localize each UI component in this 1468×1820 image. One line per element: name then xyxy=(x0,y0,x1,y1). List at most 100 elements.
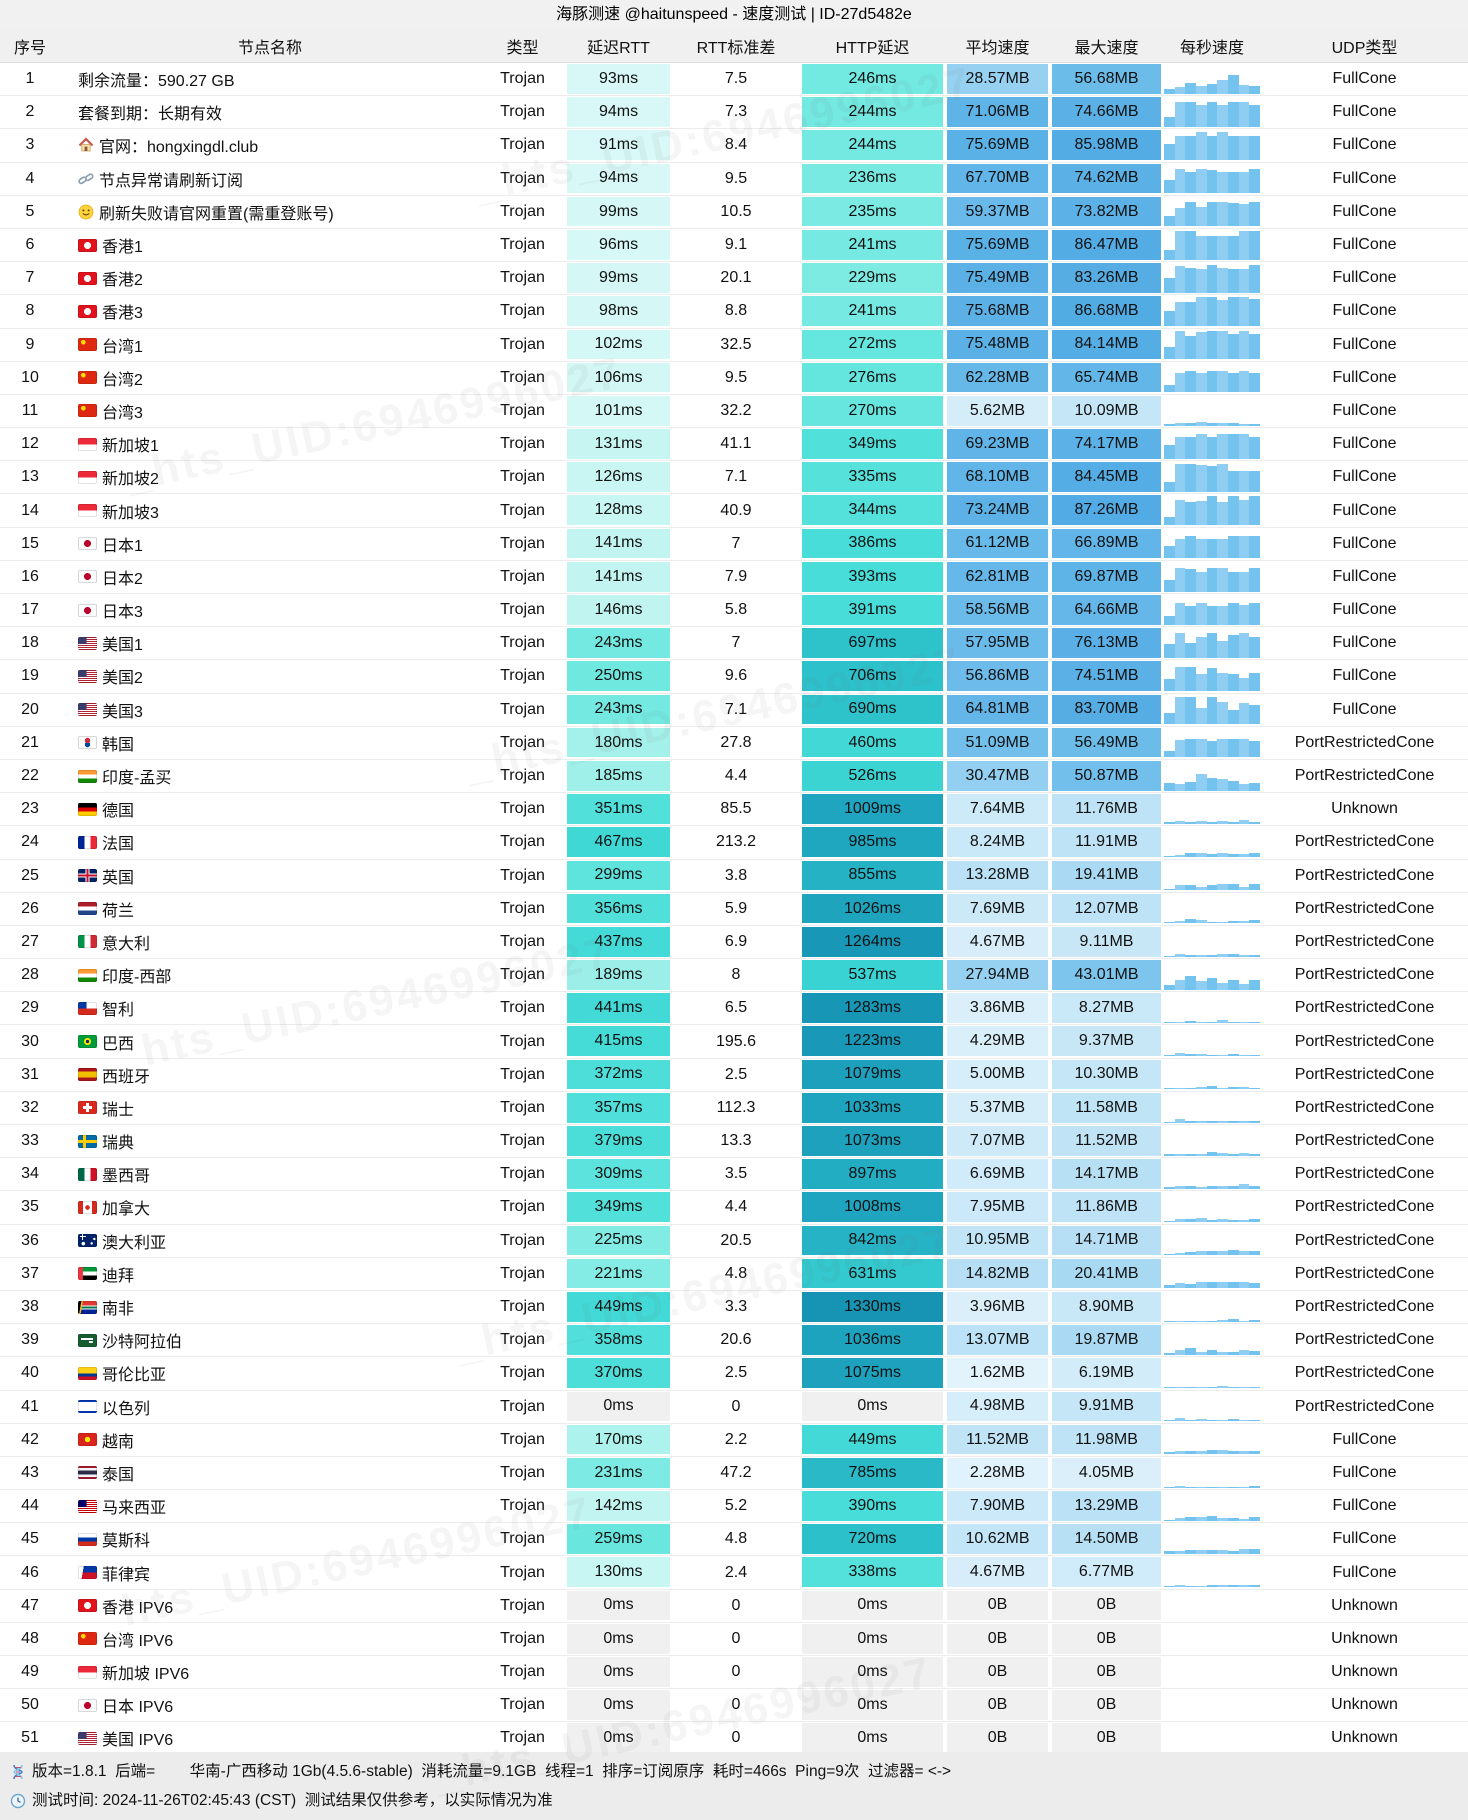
sparkline-bar xyxy=(1174,954,1186,957)
flag-in-icon xyxy=(78,968,97,982)
sparkline-bar xyxy=(1174,86,1186,94)
cell-rtt-std: 3.8 xyxy=(724,866,748,884)
cell-udp-type: PortRestrictedCone xyxy=(1294,833,1435,851)
sparkline-bar xyxy=(1164,888,1175,891)
sparkline-bar xyxy=(1217,1518,1229,1521)
sparkline-bar xyxy=(1217,1319,1229,1322)
table-row: 42 越南 Trojan 170ms 2.2 449ms 11.52MB 11.98MB Ful… xyxy=(0,1424,1468,1457)
cell-max-speed: 19.87MB xyxy=(1050,1324,1163,1356)
cell-type: Trojan xyxy=(500,1331,545,1349)
sparkline-bar xyxy=(1185,268,1197,293)
flag-au-icon xyxy=(78,1234,97,1248)
cell-max-speed: 87.26MB xyxy=(1050,494,1163,526)
cell-rtt: 0ms xyxy=(565,1656,672,1688)
sparkline-bar xyxy=(1228,710,1239,725)
node-name-label: 日本1 xyxy=(102,537,143,555)
sparkline-bar xyxy=(1228,1186,1239,1189)
cell-udp-type: FullCone xyxy=(1332,169,1397,187)
sparkline-bar xyxy=(1196,500,1207,526)
cell-avg-speed: 1.62MB xyxy=(945,1357,1050,1389)
sparkline-bar xyxy=(1238,853,1250,857)
sparkline-bar xyxy=(1185,643,1197,658)
sparkline-bar xyxy=(1196,131,1207,161)
cell-http-latency: 460ms xyxy=(800,727,945,759)
table-row: 41 以色列 Trojan 0ms 0 0ms 4.98MB 9.91MB PortRestri… xyxy=(0,1391,1468,1424)
cell-rtt-std: 0 xyxy=(731,1397,741,1415)
cell-http-latency: 393ms xyxy=(800,561,945,593)
sparkline-bar xyxy=(1249,85,1261,94)
node-name-label: 迪拜 xyxy=(102,1267,135,1285)
sparkline-bar xyxy=(1164,644,1175,658)
sparkline-bar xyxy=(1228,1250,1239,1256)
sparkline-bar xyxy=(1249,1282,1261,1289)
node-name-label: 台湾1 xyxy=(102,338,143,356)
sparkline-bar xyxy=(1174,739,1186,758)
sparkline-bar xyxy=(1228,1351,1239,1355)
sparkline-bar xyxy=(1206,778,1218,791)
speed-sparkline xyxy=(1164,927,1261,957)
sparkline-bar xyxy=(1174,783,1186,791)
sparkline-bar xyxy=(1164,216,1175,227)
flag-hk-icon xyxy=(78,271,97,285)
sparkline-bar xyxy=(1206,235,1218,260)
cell-udp-type: FullCone xyxy=(1332,667,1397,685)
sparkline-bar xyxy=(1174,696,1186,725)
column-header-avg-speed: 平均速度 xyxy=(965,40,1030,57)
cell-speed-sparkline xyxy=(1163,1689,1261,1721)
cell-avg-speed: 57.95MB xyxy=(945,627,1050,659)
table-row: 2 套餐到期：长期有效 Trojan 94ms 7.3 244ms 71.06MB 74.66… xyxy=(0,96,1468,130)
cell-type: Trojan xyxy=(500,70,545,88)
sparkline-bar xyxy=(1238,703,1250,725)
sparkline-bar xyxy=(1185,172,1197,194)
cell-rtt: 309ms xyxy=(565,1158,672,1190)
cell-udp-type: FullCone xyxy=(1332,269,1397,287)
footer-backend-line: 版本=1.8.1 后端= 华南-广西移动 1Gb(4.5.6-stable) 消… xyxy=(0,1757,1468,1786)
house-icon xyxy=(78,137,94,153)
sparkline-bar xyxy=(1228,635,1239,658)
cell-index: 36 xyxy=(21,1231,39,1249)
cell-node-name: 智利 xyxy=(60,992,480,1024)
cell-rtt: 349ms xyxy=(565,1191,672,1223)
sparkline-bar xyxy=(1249,822,1261,824)
sparkline-bar xyxy=(1174,539,1186,559)
sparkline-bar xyxy=(1164,310,1175,326)
table-row: 7 香港2 Trojan 99ms 20.1 229ms 75.49MB 83.26MB Ful… xyxy=(0,262,1468,296)
cell-rtt-std: 2.4 xyxy=(724,1563,748,1581)
speed-sparkline xyxy=(1164,1458,1261,1488)
flag-us-icon xyxy=(78,636,97,650)
cell-max-speed: 74.51MB xyxy=(1050,660,1163,692)
cell-http-latency: 1079ms xyxy=(800,1059,945,1091)
cell-avg-speed: 5.00MB xyxy=(945,1059,1050,1091)
cell-type: Trojan xyxy=(500,767,545,785)
cell-udp-type: PortRestrictedCone xyxy=(1294,899,1435,917)
sparkline-bar xyxy=(1164,1121,1175,1123)
cell-udp-type: FullCone xyxy=(1332,236,1397,254)
cell-rtt: 94ms xyxy=(565,96,672,128)
sparkline-bar xyxy=(1238,819,1250,824)
flag-sg-icon xyxy=(78,1665,97,1679)
sparkline-bar xyxy=(1238,1184,1250,1189)
sparkline-bar xyxy=(1185,102,1197,127)
sparkline-bar xyxy=(1206,1387,1218,1388)
column-header-type: 类型 xyxy=(506,40,539,57)
cell-index: 6 xyxy=(25,236,35,254)
sparkline-bar xyxy=(1164,1551,1175,1554)
cell-avg-speed: 7.95MB xyxy=(945,1191,1050,1223)
sparkline-bar xyxy=(1196,571,1207,592)
cell-rtt: 370ms xyxy=(565,1357,672,1389)
flag-mx-icon xyxy=(78,1167,97,1181)
sparkline-bar xyxy=(1238,203,1250,227)
table-row: 35 加拿大 Trojan 349ms 4.4 1008ms 7.95MB 11.86MB Po… xyxy=(0,1191,1468,1225)
sparkline-bar xyxy=(1228,1154,1239,1156)
sparkline-bar xyxy=(1249,1517,1261,1521)
sparkline-bar xyxy=(1196,1320,1207,1322)
cell-max-speed: 20.41MB xyxy=(1050,1258,1163,1290)
sparkline-bar xyxy=(1196,372,1207,393)
sparkline-bar xyxy=(1185,1218,1197,1223)
flag-it-icon xyxy=(78,935,97,949)
cell-rtt-std: 3.3 xyxy=(724,1298,748,1316)
flag-de-icon xyxy=(78,802,97,816)
cell-rtt: 299ms xyxy=(565,860,672,892)
cell-max-speed: 86.68MB xyxy=(1050,295,1163,327)
table-row: 17 日本3 Trojan 146ms 5.8 391ms 58.56MB 64.66MB Fu… xyxy=(0,594,1468,628)
